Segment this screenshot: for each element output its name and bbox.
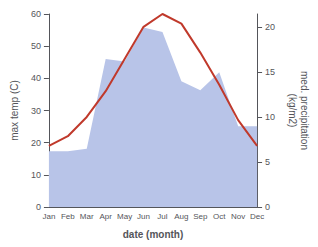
svg-text:40: 40 [31, 73, 41, 83]
svg-text:10: 10 [31, 170, 41, 180]
svg-text:15: 15 [265, 67, 275, 77]
svg-text:20: 20 [265, 22, 275, 32]
svg-text:60: 60 [31, 9, 41, 19]
svg-text:Jan: Jan [42, 212, 55, 221]
svg-text:Mar: Mar [80, 212, 94, 221]
svg-text:Oct: Oct [213, 212, 226, 221]
svg-text:Dec: Dec [250, 212, 264, 221]
svg-text:Jun: Jun [137, 212, 150, 221]
svg-text:30: 30 [31, 106, 41, 116]
svg-text:(kg/m2): (kg/m2) [287, 94, 298, 128]
svg-text:med. precipitation: med. precipitation [299, 71, 310, 150]
svg-text:May: May [117, 212, 132, 221]
svg-text:date (month): date (month) [123, 229, 184, 240]
svg-text:Nov: Nov [231, 212, 245, 221]
svg-text:Jul: Jul [157, 212, 167, 221]
svg-text:50: 50 [31, 41, 41, 51]
svg-text:10: 10 [265, 112, 275, 122]
svg-text:0: 0 [265, 202, 270, 212]
svg-text:max temp (C): max temp (C) [9, 80, 20, 141]
svg-text:Aug: Aug [174, 212, 188, 221]
svg-text:5: 5 [265, 157, 270, 167]
svg-text:0: 0 [36, 202, 41, 212]
svg-text:Apr: Apr [99, 212, 112, 221]
svg-text:Sep: Sep [193, 212, 208, 221]
svg-text:20: 20 [31, 138, 41, 148]
svg-text:Feb: Feb [61, 212, 75, 221]
